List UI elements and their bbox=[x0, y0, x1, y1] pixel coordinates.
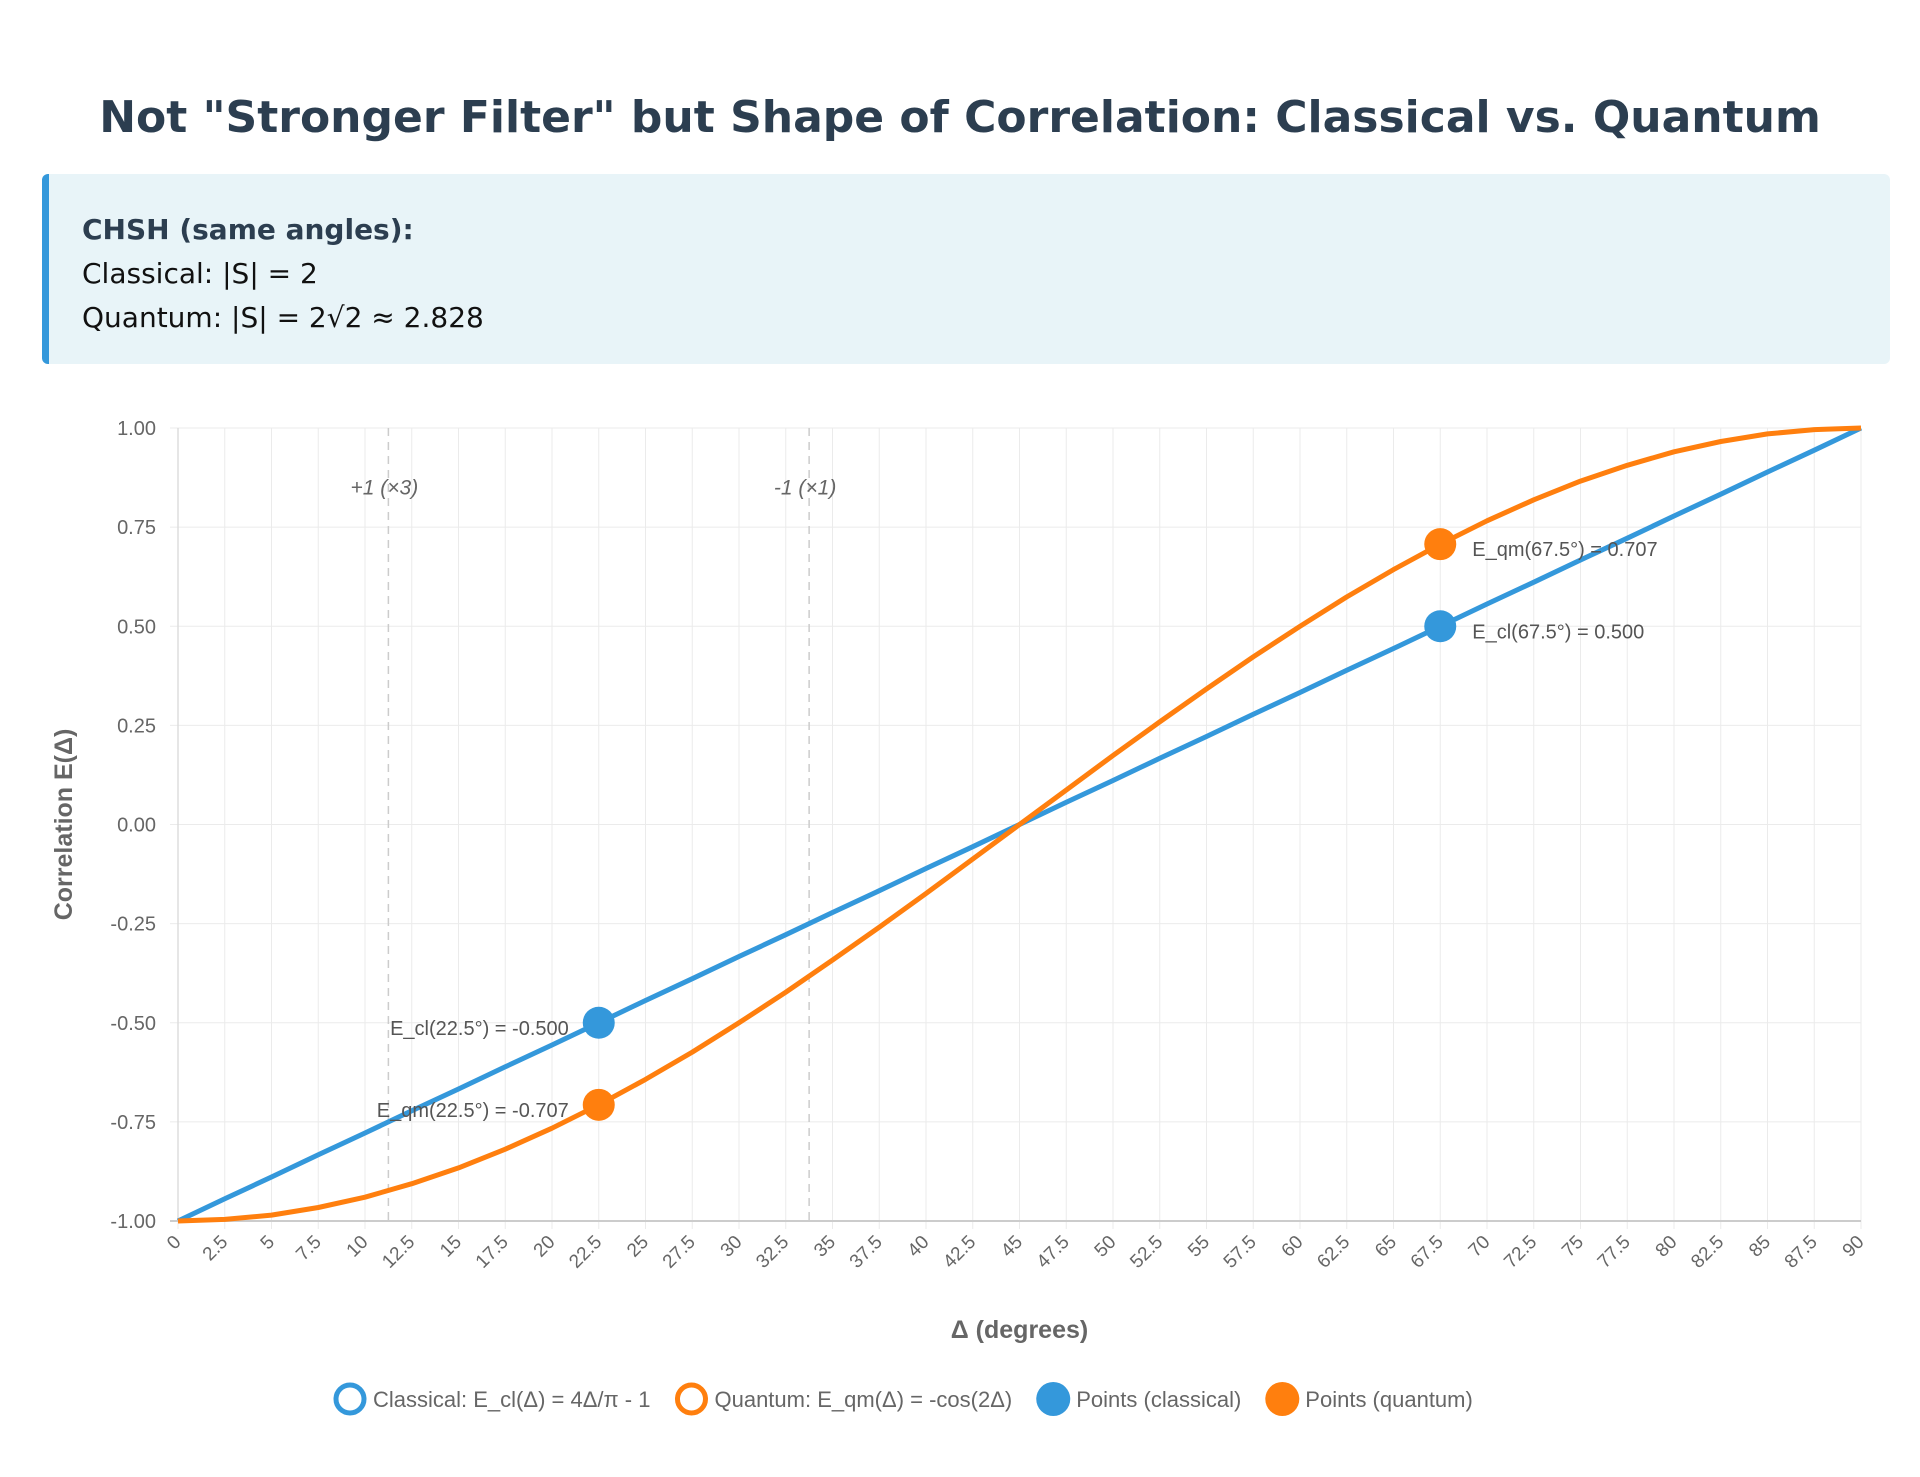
x-tick-label: 62.5 bbox=[1313, 1232, 1354, 1273]
y-tick-label: 0.75 bbox=[117, 517, 156, 539]
page-title: Not "Stronger Filter" but Shape of Corre… bbox=[99, 92, 1821, 143]
info-quantum-line: Quantum: |S| = 2√2 ≈ 2.828 bbox=[82, 301, 484, 334]
legend-label: Classical: E_cl(Δ) = 4Δ/π - 1 bbox=[373, 1387, 650, 1412]
x-tick-label: 0 bbox=[163, 1232, 185, 1254]
y-tick-label: 1.00 bbox=[117, 418, 156, 440]
legend-ring-icon bbox=[674, 1382, 708, 1416]
legend-ring-icon bbox=[333, 1382, 367, 1416]
legend-dot-icon bbox=[1036, 1382, 1071, 1416]
x-tick-label: 65 bbox=[1371, 1232, 1401, 1262]
x-tick-label: 90 bbox=[1839, 1232, 1869, 1262]
x-tick-label: 67.5 bbox=[1407, 1232, 1448, 1273]
x-tick-label: 7.5 bbox=[292, 1232, 326, 1266]
x-tick-label: 15 bbox=[436, 1232, 466, 1262]
reference-line-label: -1 (×1) bbox=[774, 476, 836, 499]
point-annotation: E_cl(67.5°) = 0.500 bbox=[1472, 621, 1644, 643]
x-tick-label: 70 bbox=[1465, 1232, 1495, 1262]
point-annotation: E_qm(67.5°) = 0.707 bbox=[1472, 539, 1657, 561]
info-classical-line: Classical: |S| = 2 bbox=[82, 257, 318, 290]
x-tick-label: 27.5 bbox=[659, 1232, 700, 1273]
quantum-point bbox=[582, 1088, 615, 1121]
x-tick-label: 2.5 bbox=[199, 1232, 233, 1266]
x-tick-label: 52.5 bbox=[1126, 1232, 1167, 1273]
x-tick-label: 25 bbox=[623, 1232, 653, 1262]
legend-label: Quantum: E_qm(Δ) = -cos(2Δ) bbox=[714, 1387, 1012, 1412]
y-tick-label: 0.00 bbox=[117, 815, 156, 837]
x-tick-label: 57.5 bbox=[1220, 1232, 1261, 1273]
x-tick-label: 42.5 bbox=[939, 1232, 980, 1273]
legend-dot-icon bbox=[1265, 1382, 1300, 1416]
x-tick-label: 20 bbox=[530, 1232, 560, 1262]
x-tick-label: 60 bbox=[1278, 1232, 1308, 1262]
y-axis-title: Correlation E(Δ) bbox=[50, 729, 78, 921]
x-tick-label: 10 bbox=[343, 1232, 373, 1262]
x-tick-label: 50 bbox=[1091, 1232, 1121, 1262]
point-annotation: E_qm(22.5°) = -0.707 bbox=[377, 1100, 569, 1122]
x-tick-label: 17.5 bbox=[472, 1232, 513, 1273]
x-tick-label: 85 bbox=[1745, 1232, 1775, 1262]
legend-label: Points (classical) bbox=[1076, 1387, 1241, 1412]
x-tick-label: 72.5 bbox=[1500, 1232, 1541, 1273]
point-annotation: E_cl(22.5°) = -0.500 bbox=[390, 1018, 569, 1040]
x-tick-label: 80 bbox=[1652, 1232, 1682, 1262]
y-tick-label: -0.50 bbox=[110, 1013, 156, 1035]
x-tick-label: 82.5 bbox=[1687, 1232, 1728, 1273]
chsh-info-box: CHSH (same angles): Classical: |S| = 2 Q… bbox=[42, 174, 1890, 364]
y-tick-label: -0.25 bbox=[110, 914, 156, 936]
reference-line-label: +1 (×3) bbox=[351, 476, 419, 499]
x-tick-label: 5 bbox=[257, 1232, 279, 1254]
classical-point bbox=[582, 1006, 615, 1039]
classical-point bbox=[1424, 610, 1457, 643]
x-tick-label: 77.5 bbox=[1594, 1232, 1635, 1273]
x-axis-title: Δ (degrees) bbox=[951, 1316, 1088, 1344]
x-tick-label: 32.5 bbox=[752, 1232, 793, 1273]
x-tick-label: 45 bbox=[997, 1232, 1027, 1262]
x-tick-label: 75 bbox=[1558, 1232, 1588, 1262]
y-tick-label: 0.50 bbox=[117, 616, 156, 638]
quantum-point bbox=[1424, 528, 1457, 561]
y-tick-label: -1.00 bbox=[110, 1211, 156, 1233]
y-tick-label: -0.75 bbox=[110, 1112, 156, 1134]
x-tick-label: 30 bbox=[717, 1232, 747, 1262]
x-tick-label: 37.5 bbox=[846, 1232, 887, 1273]
quantum-curve bbox=[177, 425, 1862, 1224]
x-tick-label: 47.5 bbox=[1033, 1232, 1074, 1273]
x-tick-label: 22.5 bbox=[565, 1232, 606, 1273]
x-tick-label: 12.5 bbox=[378, 1232, 419, 1273]
y-tick-label: 0.25 bbox=[117, 715, 156, 737]
x-tick-label: 55 bbox=[1184, 1232, 1214, 1262]
x-tick-label: 40 bbox=[904, 1232, 934, 1262]
legend-label: Points (quantum) bbox=[1305, 1387, 1473, 1412]
x-tick-label: 35 bbox=[810, 1232, 840, 1262]
x-tick-label: 87.5 bbox=[1781, 1232, 1822, 1273]
info-heading: CHSH (same angles): bbox=[82, 213, 414, 246]
